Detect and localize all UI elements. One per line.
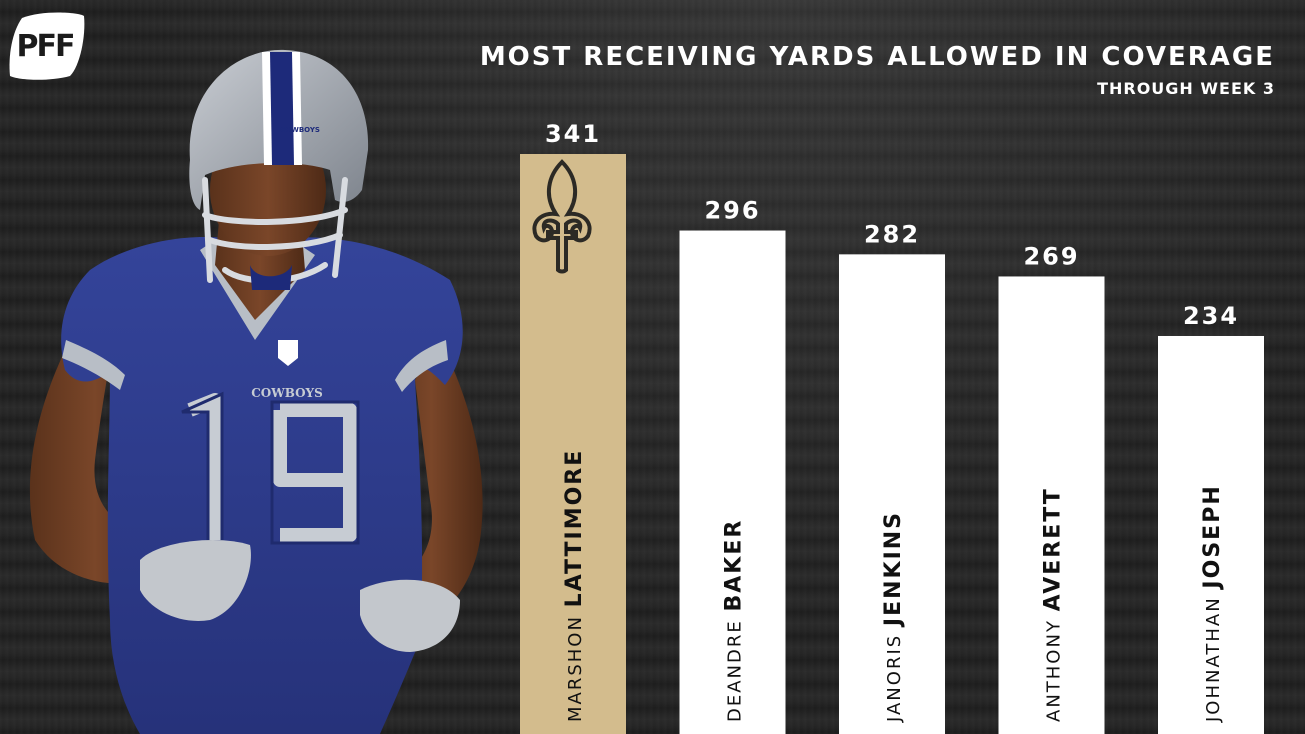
- bar-category-label: JANORIS JENKINS: [881, 511, 906, 723]
- player-first-name: DEANDRE: [725, 612, 746, 722]
- chart-title: MOST RECEIVING YARDS ALLOWED IN COVERAGE: [479, 42, 1275, 72]
- player-first-name: JANORIS: [884, 626, 905, 723]
- bar-value-label: 296: [704, 197, 760, 225]
- fleur-de-lis-shape: [532, 159, 592, 274]
- player-last-name: AVERETT: [1041, 487, 1066, 611]
- player-first-name: JOHNATHAN: [1203, 589, 1224, 723]
- fleur-de-lis-icon: [532, 159, 592, 274]
- player-last-name: LATTIMORE: [562, 449, 587, 608]
- player-last-name: BAKER: [722, 519, 747, 612]
- pff-logo-text: PFF: [16, 28, 76, 64]
- player-first-name: ANTHONY: [1044, 611, 1065, 722]
- bar-category-label: DEANDRE BAKER: [722, 519, 747, 722]
- helmet-wordmark: COWBOYS: [280, 126, 320, 134]
- bar-category-label: ANTHONY AVERETT: [1041, 487, 1066, 722]
- jersey-wordmark: COWBOYS: [251, 386, 323, 400]
- bar-category-label: MARSHON LATTIMORE: [562, 449, 587, 722]
- bar-category-label: JOHNATHAN JOSEPH: [1200, 484, 1225, 723]
- bar-averett: [998, 276, 1105, 734]
- bar-value-label: 234: [1183, 302, 1239, 330]
- bar-value-label: 282: [864, 220, 920, 248]
- football-player-photo: COWBOYS COWBOYS: [29, 49, 483, 734]
- pff-logo: [9, 12, 85, 80]
- bar-value-label: 269: [1023, 242, 1079, 270]
- bar-lattimore: [520, 153, 626, 734]
- bar-jenkins: [839, 254, 945, 734]
- player-first-name: MARSHON: [565, 607, 586, 722]
- bar-value-label: 341: [545, 120, 601, 148]
- bar-joseph: [1158, 335, 1264, 734]
- chart-subtitle: THROUGH WEEK 3: [1097, 79, 1275, 98]
- player-last-name: JOSEPH: [1200, 484, 1225, 590]
- player-last-name: JENKINS: [881, 511, 906, 628]
- bar-baker: [679, 230, 786, 734]
